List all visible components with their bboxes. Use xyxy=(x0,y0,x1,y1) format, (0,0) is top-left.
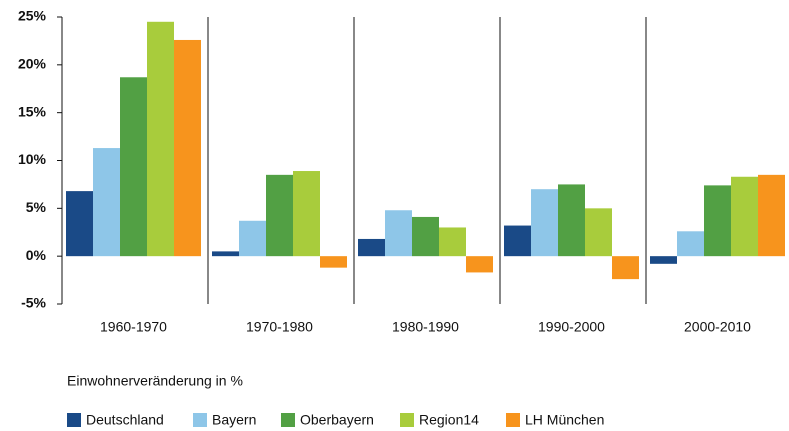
bar xyxy=(174,39,201,257)
bar xyxy=(320,256,347,268)
y-tick-label: 20% xyxy=(18,56,47,72)
x-tick-label: 1990-2000 xyxy=(538,319,605,335)
bar xyxy=(412,216,439,257)
x-tick-label: 1980-1990 xyxy=(392,319,459,335)
legend-label: Region14 xyxy=(419,412,479,428)
bar xyxy=(677,231,704,257)
x-tick-label: 2000-2010 xyxy=(684,319,751,335)
x-tick-label: 1970-1980 xyxy=(246,319,313,335)
legend-swatch xyxy=(281,413,295,427)
bar xyxy=(266,174,293,257)
bar xyxy=(293,171,320,257)
chart-subtitle: Einwohnerveränderung in % xyxy=(67,373,243,389)
bar xyxy=(558,184,585,257)
bar xyxy=(731,176,758,257)
y-tick-label: 0% xyxy=(26,247,47,263)
y-tick-label: -5% xyxy=(21,295,46,311)
bar xyxy=(758,174,785,257)
legend-swatch xyxy=(67,413,81,427)
bar xyxy=(439,227,466,257)
bar xyxy=(585,208,612,257)
legend-swatch xyxy=(506,413,520,427)
legend-swatch xyxy=(400,413,414,427)
bar xyxy=(504,225,531,257)
bar xyxy=(147,21,174,257)
bar xyxy=(212,251,239,257)
bar xyxy=(612,256,639,280)
y-tick-label: 25% xyxy=(18,8,47,24)
y-tick-label: 15% xyxy=(18,103,47,119)
legend-label: Oberbayern xyxy=(300,412,374,428)
legend-swatch xyxy=(193,413,207,427)
legend-label: Bayern xyxy=(212,412,256,428)
bar xyxy=(93,148,120,257)
x-tick-label: 1960-1970 xyxy=(100,319,167,335)
bar xyxy=(385,210,412,257)
bar xyxy=(531,189,558,257)
bar xyxy=(466,256,493,273)
bar xyxy=(704,185,731,257)
legend-label: LH München xyxy=(525,412,604,428)
legend-label: Deutschland xyxy=(86,412,164,428)
bar xyxy=(239,220,266,257)
bar xyxy=(66,191,93,257)
bar xyxy=(650,256,677,264)
bar xyxy=(120,77,147,257)
y-tick-label: 10% xyxy=(18,151,47,167)
y-tick-label: 5% xyxy=(26,199,47,215)
bar xyxy=(358,238,385,257)
